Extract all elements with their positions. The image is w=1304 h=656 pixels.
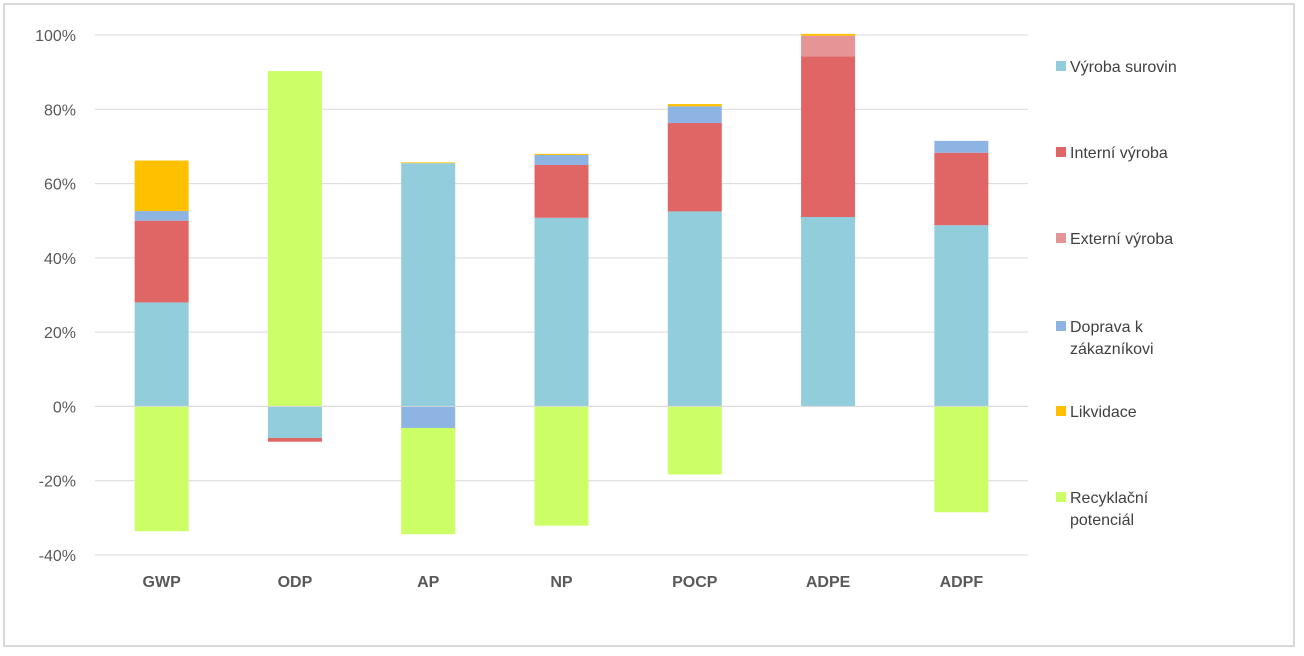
bar-gwp-vyroba-surovin — [134, 302, 189, 407]
y-tick-label: 80% — [44, 102, 76, 119]
bar-adpe-interni-vyroba — [801, 56, 856, 217]
bar-np-doprava-k-zakaznikovi — [534, 154, 589, 165]
bar-adpe-externi-vyroba — [801, 35, 856, 57]
bar-gwp-likvidace — [134, 160, 189, 212]
y-axis-labels: -40% -20% 0% 20% 40% 60% 80% 100% — [35, 28, 76, 565]
bar-odp-interni-vyroba — [267, 438, 322, 442]
legend-swatch — [1056, 321, 1066, 331]
y-tick-label: -20% — [39, 474, 76, 491]
x-tick-label: NP — [550, 574, 573, 591]
bar-pocp-interni-vyroba — [667, 123, 722, 212]
legend-swatch — [1056, 492, 1066, 502]
bar-adpf-interni-vyroba — [934, 152, 989, 226]
legend-swatch — [1056, 61, 1066, 71]
legend-label: Likvidace — [1070, 404, 1137, 421]
bar-odp-vyroba-surovin — [267, 406, 322, 438]
bar-np-recyklacni-potencial — [534, 406, 589, 526]
legend-label: Recyklační potenciál — [1070, 490, 1149, 529]
legend-item-vyroba-surovin: Výroba surovin — [1056, 59, 1177, 76]
legend-item-externi-vyroba: Externí výroba — [1056, 231, 1173, 248]
y-tick-label: -40% — [39, 548, 76, 565]
x-axis-labels: GWP ODP AP NP POCP ADPE ADPF — [143, 574, 984, 591]
legend-label: Výroba surovin — [1070, 59, 1177, 76]
legend-swatch — [1056, 147, 1066, 157]
y-tick-label: 60% — [44, 177, 76, 194]
legend-swatch — [1056, 406, 1066, 416]
bar-odp-recyklacni-potencial — [267, 71, 322, 407]
bar-pocp-recyklacni-potencial — [667, 406, 722, 475]
x-tick-label: AP — [417, 574, 440, 591]
y-tick-label: 20% — [44, 325, 76, 342]
bar-adpf-vyroba-surovin — [934, 225, 989, 407]
y-tick-label: 100% — [35, 28, 76, 45]
legend-label: Doprava k zákazníkovi — [1070, 319, 1154, 358]
legend-item-recyklacni-potencial: Recyklační potenciál — [1056, 490, 1149, 529]
bar-ap-recyklacni-potencial — [401, 427, 456, 535]
bar-np-vyroba-surovin — [534, 217, 589, 407]
bar-gwp-doprava-k-zakaznikovi — [134, 211, 189, 221]
bar-adpf-doprava-k-zakaznikovi — [934, 140, 989, 153]
y-tick-label: 0% — [53, 399, 76, 416]
bar-ap-vyroba-surovin — [401, 163, 456, 407]
bar-pocp-doprava-k-zakaznikovi — [667, 106, 722, 124]
legend-item-interni-vyroba: Interní výroba — [1056, 145, 1168, 162]
x-tick-label: ADPF — [940, 574, 984, 591]
chart-frame — [3, 3, 1295, 647]
x-tick-label: ADPE — [806, 574, 851, 591]
legend-label: Interní výroba — [1070, 145, 1168, 162]
bar-pocp-vyroba-surovin — [667, 211, 722, 407]
x-tick-label: ODP — [278, 574, 313, 591]
x-tick-label: POCP — [672, 574, 718, 591]
bar-pocp-likvidace — [667, 104, 722, 107]
legend-swatch — [1056, 233, 1066, 243]
bar-ap-likvidace — [401, 162, 456, 164]
bars — [95, 33, 1028, 535]
bar-gwp-interni-vyroba — [134, 220, 189, 303]
x-tick-label: GWP — [143, 574, 182, 591]
legend-item-likvidace: Likvidace — [1056, 404, 1137, 421]
bar-np-likvidace — [534, 153, 589, 155]
bar-adpe-vyroba-surovin — [801, 217, 856, 407]
bar-adpe-likvidace — [801, 33, 856, 36]
legend: Výroba surovin Interní výroba Externí výro… — [1056, 59, 1177, 529]
bar-np-interni-vyroba — [534, 165, 589, 218]
bar-gwp-recyklacni-potencial — [134, 406, 189, 532]
bar-ap-doprava-k-zakaznikovi — [401, 406, 456, 428]
bar-adpf-recyklacni-potencial — [934, 406, 989, 513]
legend-label: Externí výroba — [1070, 231, 1173, 248]
y-tick-label: 40% — [44, 251, 76, 268]
legend-item-doprava-k-zakaznikovi: Doprava k zákazníkovi — [1056, 319, 1154, 358]
